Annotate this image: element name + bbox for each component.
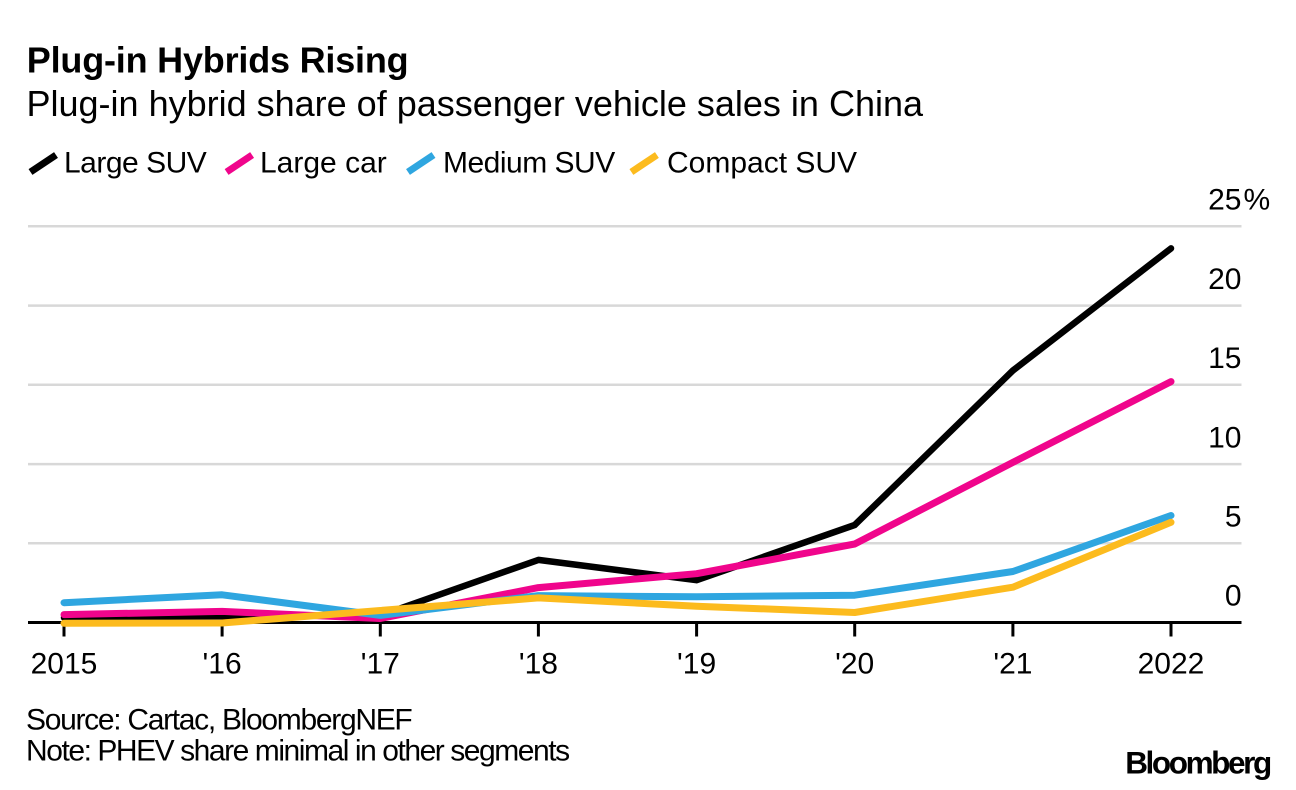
svg-text:'20: '20: [835, 648, 874, 681]
svg-text:'17: '17: [361, 648, 400, 681]
svg-text:25: 25: [1208, 184, 1241, 217]
svg-text:'18: '18: [519, 648, 558, 681]
svg-text:20: 20: [1208, 263, 1241, 296]
svg-text:2022: 2022: [1138, 648, 1205, 681]
svg-text:Large car: Large car: [260, 147, 387, 180]
svg-text:Bloomberg: Bloomberg: [1125, 744, 1271, 780]
svg-text:5: 5: [1225, 501, 1242, 534]
svg-text:0: 0: [1225, 580, 1242, 613]
svg-text:Compact SUV: Compact SUV: [667, 147, 857, 180]
svg-text:'19: '19: [677, 648, 716, 681]
svg-text:Plug-in hybrid share of passen: Plug-in hybrid share of passenger vehicl…: [27, 83, 924, 124]
svg-text:%: %: [1244, 184, 1271, 217]
svg-text:Medium SUV: Medium SUV: [443, 147, 615, 180]
svg-text:Source: Cartac, BloombergNEF: Source: Cartac, BloombergNEF: [26, 703, 412, 736]
svg-text:2015: 2015: [31, 648, 98, 681]
svg-text:10: 10: [1208, 421, 1241, 454]
svg-text:Plug-in Hybrids Rising: Plug-in Hybrids Rising: [27, 40, 409, 81]
svg-text:'16: '16: [203, 648, 242, 681]
svg-text:Large SUV: Large SUV: [64, 147, 207, 180]
svg-text:15: 15: [1208, 342, 1241, 375]
svg-text:Note: PHEV share minimal in ot: Note: PHEV share minimal in other segmen…: [26, 735, 569, 768]
svg-text:'21: '21: [993, 648, 1032, 681]
